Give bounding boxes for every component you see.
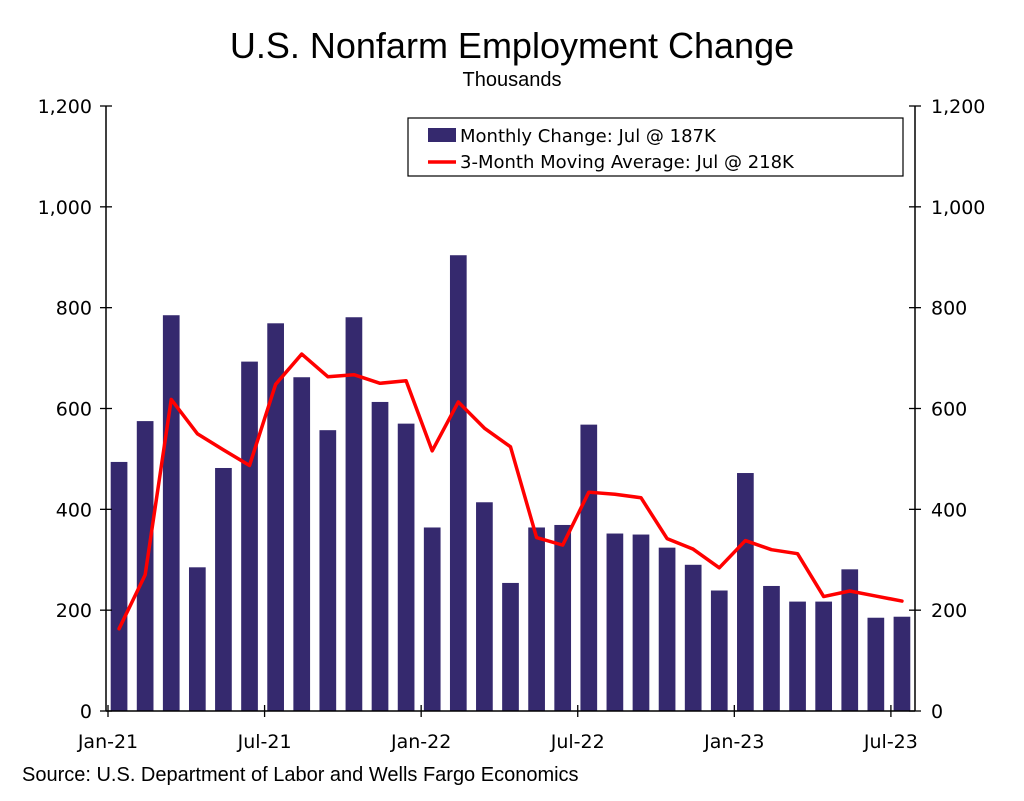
bar-Jan-22 [423, 527, 441, 711]
bar-Jul-23 [893, 616, 911, 711]
bar-Apr-22 [502, 582, 519, 711]
bar-Mar-23 [789, 601, 806, 711]
legend-label-monthly: Monthly Change: Jul @ 187K [460, 126, 717, 147]
axes-layer: 0 0 200 200 400 400 600 600 800 800 1,000 1,000 1,20… [38, 96, 986, 753]
bars-layer [110, 255, 911, 712]
legend-swatch-bar [428, 128, 456, 142]
chart-title: U.S. Nonfarm Employment Change [230, 25, 794, 66]
bar-Jun-22 [554, 524, 572, 711]
y-tick-label-left: 1,200 [38, 96, 92, 118]
bar-Mar-22 [476, 502, 493, 711]
bar-Jul-22 [580, 424, 598, 711]
bar-Aug-21 [293, 377, 311, 711]
x-tick-label: Jul-23 [863, 731, 918, 753]
y-tick-label-left: 800 [56, 298, 92, 320]
legend-label-average: 3-Month Moving Average: Jul @ 218K [460, 152, 795, 173]
x-tick-label: Jan-23 [703, 731, 764, 753]
y-tick-label-right: 1,200 [931, 96, 985, 118]
x-tick-label: Jan-21 [77, 731, 138, 753]
bar-Jul-21 [267, 323, 284, 711]
legend-box [407, 117, 904, 177]
moving-average-layer [117, 352, 904, 631]
chart-subtitle: Thousands [463, 69, 562, 91]
bar-May-22 [528, 527, 545, 711]
y-tick-label-right: 0 [931, 701, 943, 723]
bar-Dec-22 [710, 590, 728, 711]
bar-Sep-21 [319, 430, 337, 711]
y-tick-label-left: 1,000 [38, 197, 92, 219]
x-tick-label: Jan-22 [390, 731, 451, 753]
y-tick-label-right: 400 [931, 499, 967, 521]
y-tick-label-right: 1,000 [931, 197, 985, 219]
bar-May-21 [215, 467, 232, 711]
bar-Nov-22 [684, 564, 702, 711]
bar-Aug-22 [606, 533, 624, 711]
y-tick-label-right: 600 [931, 399, 967, 421]
legend: Monthly Change: Jul @ 187K 3-Month Moving… [407, 117, 904, 177]
bar-Jan-21 [110, 461, 128, 711]
bar-Oct-21 [345, 317, 363, 711]
y-tick-label-left: 0 [80, 701, 92, 723]
bar-Oct-22 [658, 547, 676, 711]
bar-Dec-21 [397, 423, 415, 712]
x-tick-label: Jul-22 [550, 731, 605, 753]
moving-average-line [117, 352, 904, 631]
y-tick-label-left: 400 [56, 499, 92, 521]
y-tick-label-left: 200 [56, 600, 92, 622]
source-note: Source: U.S. Department of Labor and Wel… [22, 764, 579, 786]
y-tick-label-right: 200 [931, 600, 967, 622]
bar-Sep-22 [632, 534, 650, 711]
bar-May-23 [841, 569, 859, 711]
bar-Apr-21 [188, 567, 206, 711]
bar-Nov-21 [371, 401, 389, 711]
bar-Feb-22 [449, 255, 467, 712]
y-tick-label-left: 600 [56, 399, 92, 421]
x-tick-label: Jul-21 [237, 731, 292, 753]
bar-Apr-23 [815, 601, 833, 711]
bar-Feb-23 [763, 585, 780, 711]
bar-Jun-23 [867, 617, 885, 711]
bar-Mar-21 [162, 315, 180, 711]
bar-Jun-21 [241, 361, 258, 711]
bar-Jan-23 [737, 473, 754, 711]
y-tick-label-right: 800 [931, 298, 967, 320]
